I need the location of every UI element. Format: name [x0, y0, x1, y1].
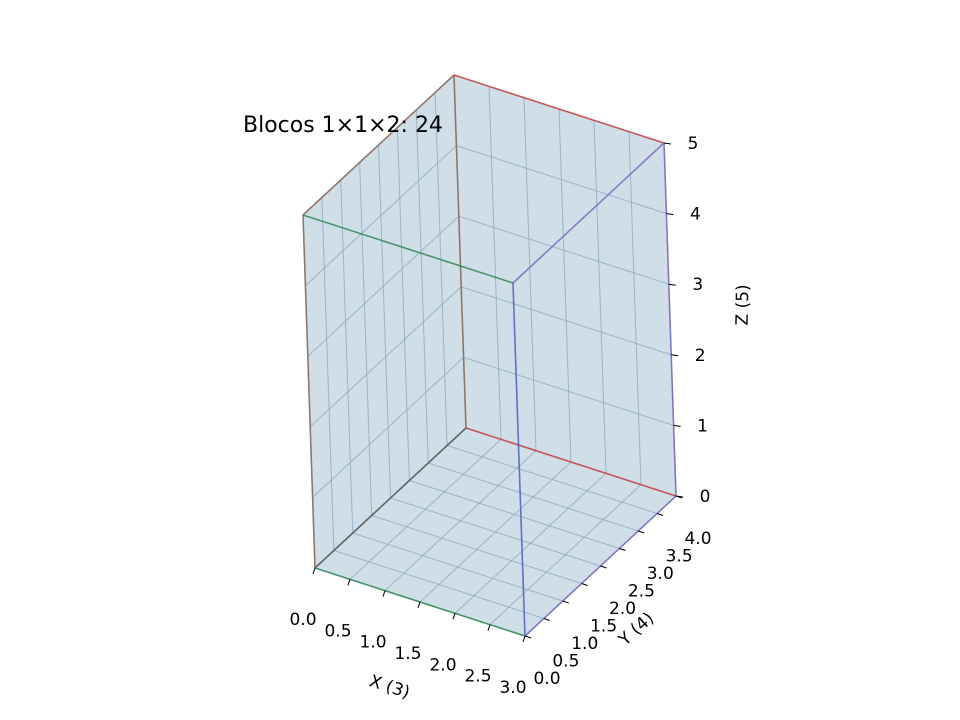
y-tick-label: 1.5: [590, 617, 617, 637]
grid-back-x-1: [488, 86, 502, 440]
z-tick-label: 1: [697, 416, 708, 436]
box-edge-3: [302, 74, 455, 216]
grid-back-z-1: [463, 356, 674, 426]
y-tick-label: 1.0: [571, 634, 598, 654]
data-box: [302, 74, 677, 637]
grid-floor-y-1: [333, 550, 545, 619]
box-edge-11: [512, 282, 526, 637]
y-tick-mark: [524, 635, 532, 639]
box-edge-10: [302, 214, 514, 284]
y-tick-label: 4.0: [684, 529, 711, 549]
z-tick-label: 5: [688, 134, 699, 154]
grid-floor-y-2: [352, 532, 563, 602]
box-face-3: [513, 143, 676, 636]
x-tick-label: 2.0: [429, 655, 456, 675]
grid-back-x-4: [593, 120, 607, 474]
box-edge-4: [453, 74, 665, 144]
grid-back-x-2: [523, 97, 537, 451]
x-tick-label: 3.0: [499, 678, 526, 698]
z-tick-label: 0: [700, 487, 711, 507]
grid-floor-y-7: [446, 445, 658, 514]
grid-back-z-4: [456, 145, 667, 215]
y-tick-mark: [600, 565, 607, 569]
x-tick-mark: [417, 601, 421, 609]
box-edge-0: [302, 214, 316, 569]
grid-floor-y-4: [390, 497, 601, 567]
x-tick-mark: [487, 624, 491, 631]
grid-side-z-4: [305, 145, 457, 286]
grid-side-y-2: [340, 179, 354, 534]
grid-side-y-3: [359, 162, 373, 516]
y-tick-label: 2.0: [609, 599, 636, 619]
grid-side-y-5: [396, 127, 410, 481]
grid-side-z-3: [307, 215, 460, 357]
grid-floor-y-3: [371, 515, 582, 584]
chart-title: Blocos 1×1×2: 24: [243, 113, 443, 138]
x-axis-label: X (3): [367, 671, 412, 703]
grid-side-y-4: [378, 144, 391, 499]
x-tick-label: 1.0: [359, 633, 386, 653]
y-tick-mark: [543, 618, 551, 621]
x-tick-mark: [522, 635, 526, 643]
y-tick-mark: [638, 530, 645, 534]
y-tick-label: 0.5: [552, 652, 579, 672]
y-tick-mark: [656, 513, 664, 516]
y-tick-mark: [619, 548, 626, 551]
x-tick-label: 0.5: [324, 621, 351, 641]
x-tick-label: 1.5: [394, 644, 421, 664]
y-tick-mark: [562, 600, 569, 604]
grid-side-y-7: [434, 92, 448, 446]
box-face-1: [303, 75, 466, 568]
z-tick-label: 2: [695, 346, 706, 366]
box-edge-7: [512, 142, 665, 284]
grid-side-y-1: [321, 197, 335, 551]
box-edge-6: [663, 142, 677, 497]
x-tick-mark: [312, 567, 316, 575]
box-face-0: [315, 428, 676, 636]
z-tick-mark: [666, 213, 674, 216]
grid-floor-y-5: [409, 480, 620, 549]
z-tick-mark: [671, 354, 679, 357]
box-face-2: [454, 75, 676, 496]
z-tick-label: 3: [692, 275, 703, 295]
x-tick-mark: [382, 590, 386, 597]
y-tick-label: 3.0: [647, 564, 674, 584]
grid-back-x-5: [628, 131, 642, 485]
box-edge-5: [465, 427, 677, 497]
box-face-5: [303, 75, 664, 283]
grid-floor-y-6: [428, 462, 639, 532]
z-tick-mark: [663, 142, 672, 145]
y-tick-label: 2.5: [628, 582, 655, 602]
z-tick-mark: [668, 283, 676, 286]
grid-back-x-3: [558, 108, 572, 463]
x-tick-label: 2.5: [464, 667, 491, 687]
y-tick-mark: [581, 583, 588, 586]
x-tick-label: 0.0: [289, 610, 316, 630]
grid-back-z-3: [458, 215, 669, 285]
x-tick-mark: [452, 613, 456, 620]
z-tick-mark: [673, 424, 681, 427]
grid-side-y-6: [415, 109, 429, 464]
grid-back-z-2: [461, 286, 672, 356]
box-edge-1: [314, 427, 467, 569]
grid-side-z-2: [309, 286, 462, 428]
z-axis-label: Z (5): [733, 284, 754, 325]
x-tick-mark: [347, 579, 351, 586]
z-tick-label: 4: [690, 205, 701, 225]
z-tick-mark: [675, 495, 684, 498]
box-edge-2: [453, 74, 467, 429]
axis-ticks: 0.00.51.01.52.02.53.0 0.00.51.01.52.02.53…: [289, 134, 711, 698]
box-face-4: [303, 215, 525, 636]
y-tick-label: 3.5: [666, 547, 693, 567]
y-tick-label: 0.0: [533, 669, 560, 689]
grid-side-z-1: [312, 357, 464, 498]
